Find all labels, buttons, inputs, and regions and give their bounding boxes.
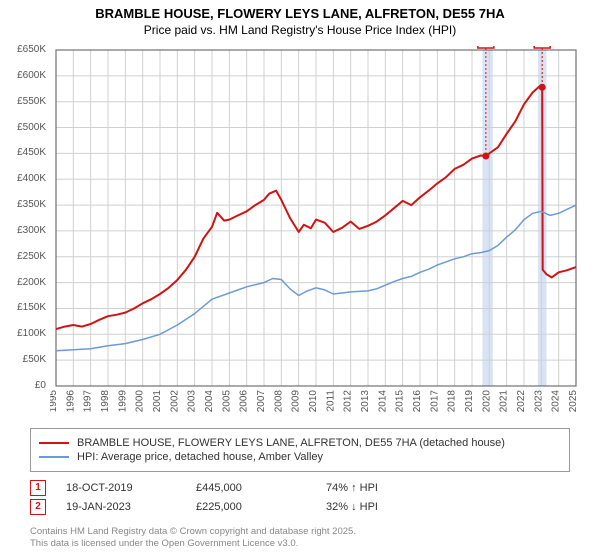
transaction-marker-badge: 1 bbox=[30, 480, 46, 496]
svg-text:2016: 2016 bbox=[412, 390, 423, 413]
chart-svg: 1995 1996 1997 1998 1999 2000 2001 2002 2003 2004… bbox=[50, 46, 582, 416]
chart-title-line-1: BRAMBLE HOUSE, FLOWERY LEYS LANE, ALFRET… bbox=[0, 6, 600, 21]
svg-text:2015: 2015 bbox=[395, 390, 406, 413]
transaction-row: 2 19-JAN-2023 £225,000 32% ↓ HPI bbox=[30, 499, 570, 515]
y-axis-tick-label: £0 bbox=[35, 380, 46, 391]
svg-text:1995: 1995 bbox=[50, 390, 59, 413]
svg-text:2025: 2025 bbox=[568, 390, 579, 413]
svg-text:2001: 2001 bbox=[152, 390, 163, 413]
y-axis-tick-label: £100K bbox=[17, 328, 46, 339]
svg-text:2020: 2020 bbox=[481, 390, 492, 413]
svg-text:2005: 2005 bbox=[221, 390, 232, 413]
svg-text:2007: 2007 bbox=[256, 390, 267, 413]
svg-text:2002: 2002 bbox=[169, 390, 180, 413]
svg-text:2017: 2017 bbox=[429, 390, 440, 413]
svg-text:2014: 2014 bbox=[377, 390, 388, 413]
svg-text:2010: 2010 bbox=[308, 390, 319, 413]
transaction-date: 19-JAN-2023 bbox=[66, 501, 196, 513]
svg-text:2022: 2022 bbox=[516, 390, 527, 413]
svg-text:2006: 2006 bbox=[239, 390, 250, 413]
legend-swatch bbox=[39, 456, 69, 458]
legend-label: BRAMBLE HOUSE, FLOWERY LEYS LANE, ALFRET… bbox=[77, 437, 505, 449]
legend-item: HPI: Average price, detached house, Ambe… bbox=[39, 451, 561, 463]
chart-container: BRAMBLE HOUSE, FLOWERY LEYS LANE, ALFRET… bbox=[0, 0, 600, 560]
legend-label: HPI: Average price, detached house, Ambe… bbox=[77, 451, 323, 463]
footer-line-2: This data is licensed under the Open Gov… bbox=[30, 538, 356, 550]
y-axis-tick-label: £300K bbox=[17, 225, 46, 236]
svg-text:2019: 2019 bbox=[464, 390, 475, 413]
svg-text:1: 1 bbox=[483, 46, 489, 47]
y-axis-tick-label: £600K bbox=[17, 70, 46, 81]
chart-plot-area: 1995 1996 1997 1998 1999 2000 2001 2002 2003 2004… bbox=[50, 46, 582, 416]
legend-box: BRAMBLE HOUSE, FLOWERY LEYS LANE, ALFRET… bbox=[30, 428, 570, 472]
footer-line-1: Contains HM Land Registry data © Crown c… bbox=[30, 526, 356, 538]
y-axis-tick-label: £200K bbox=[17, 277, 46, 288]
transaction-row: 1 18-OCT-2019 £445,000 74% ↑ HPI bbox=[30, 480, 570, 496]
svg-text:2008: 2008 bbox=[273, 390, 284, 413]
svg-text:1996: 1996 bbox=[65, 390, 76, 413]
svg-text:2004: 2004 bbox=[204, 390, 215, 413]
svg-text:2024: 2024 bbox=[551, 390, 562, 413]
transaction-marker-badge: 2 bbox=[30, 499, 46, 515]
y-axis-tick-label: £550K bbox=[17, 96, 46, 107]
y-axis-tick-label: £350K bbox=[17, 199, 46, 210]
svg-text:1998: 1998 bbox=[100, 390, 111, 413]
svg-text:2: 2 bbox=[539, 46, 545, 47]
svg-text:2023: 2023 bbox=[533, 390, 544, 413]
transaction-price: £445,000 bbox=[196, 482, 326, 494]
svg-text:2009: 2009 bbox=[291, 390, 302, 413]
transactions-table: 1 18-OCT-2019 £445,000 74% ↑ HPI 2 19-JA… bbox=[30, 477, 570, 518]
svg-text:2011: 2011 bbox=[325, 390, 336, 412]
svg-text:2021: 2021 bbox=[499, 390, 510, 413]
svg-text:1999: 1999 bbox=[117, 390, 128, 413]
transaction-delta: 74% ↑ HPI bbox=[326, 482, 456, 494]
transaction-date: 18-OCT-2019 bbox=[66, 482, 196, 494]
y-axis-tick-label: £650K bbox=[17, 44, 46, 55]
y-axis-tick-label: £400K bbox=[17, 173, 46, 184]
transaction-delta: 32% ↓ HPI bbox=[326, 501, 456, 513]
svg-text:2003: 2003 bbox=[187, 390, 198, 413]
y-axis-tick-label: £150K bbox=[17, 302, 46, 313]
transaction-price: £225,000 bbox=[196, 501, 326, 513]
svg-text:2018: 2018 bbox=[447, 390, 458, 413]
chart-title-block: BRAMBLE HOUSE, FLOWERY LEYS LANE, ALFRET… bbox=[0, 0, 600, 37]
chart-title-line-2: Price paid vs. HM Land Registry's House … bbox=[0, 23, 600, 37]
y-axis-tick-label: £500K bbox=[17, 122, 46, 133]
footer-attribution: Contains HM Land Registry data © Crown c… bbox=[30, 526, 356, 551]
legend-item: BRAMBLE HOUSE, FLOWERY LEYS LANE, ALFRET… bbox=[39, 437, 561, 449]
y-axis-tick-label: £450K bbox=[17, 147, 46, 158]
y-axis-tick-label: £50K bbox=[23, 354, 46, 365]
svg-text:1997: 1997 bbox=[83, 390, 94, 413]
svg-text:2000: 2000 bbox=[135, 390, 146, 413]
y-axis-tick-label: £250K bbox=[17, 251, 46, 262]
svg-text:2013: 2013 bbox=[360, 390, 371, 413]
legend-swatch bbox=[39, 442, 69, 444]
svg-text:2012: 2012 bbox=[343, 390, 354, 413]
